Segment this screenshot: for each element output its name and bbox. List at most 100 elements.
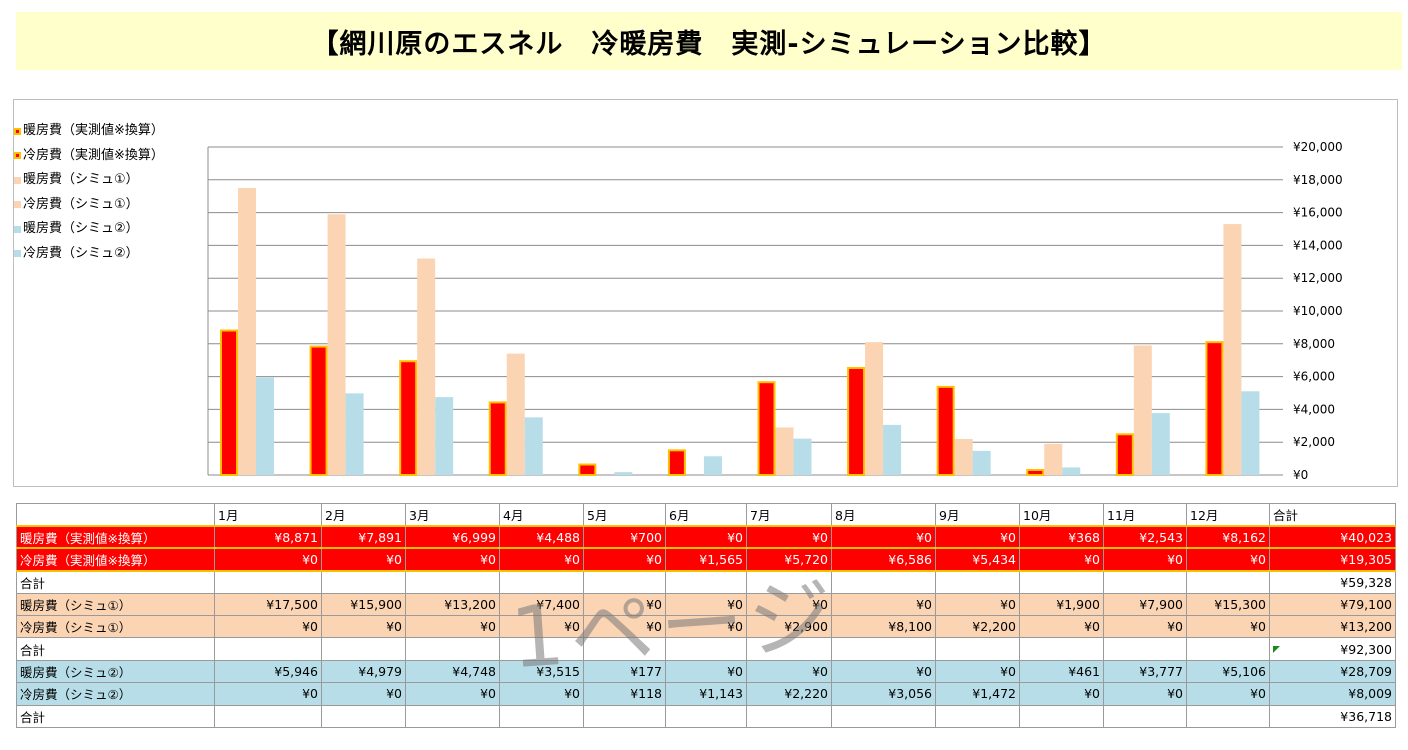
cell-comment-indicator [1273, 646, 1280, 653]
table-cell: ¥0 [746, 524, 832, 550]
table-cell [499, 637, 584, 661]
row-label: 冷房費（実測値※換算） [16, 547, 215, 572]
y-tick-label: ¥12,000 [1293, 271, 1343, 285]
row-label: 合計 [16, 637, 215, 661]
table-cell [1186, 637, 1270, 661]
table-cell: ¥2,900 [746, 614, 832, 639]
table-cell: ¥118 [583, 682, 666, 706]
table-cell: ¥0 [935, 592, 1020, 616]
table-cell: ¥2,200 [935, 614, 1020, 639]
table-header-cell: 11月 [1103, 502, 1187, 527]
table-cell: ¥700 [583, 524, 666, 550]
table-header-cell: 3月 [405, 502, 500, 527]
table-cell: ¥0 [665, 524, 747, 550]
chart-area: ¥0 ¥2,000 ¥4,000 ¥6,000 ¥8,000 ¥10,000 ¥12,000… [13, 99, 1398, 487]
table-cell [214, 637, 322, 661]
table-row: 冷房費（実測値※換算） ¥0 ¥0 ¥0 ¥0 ¥0 ¥1,565 ¥5,720 ¥6,586 ¥… [16, 547, 1396, 572]
table-cell: ¥4,488 [499, 524, 584, 550]
bar-actual [399, 360, 418, 476]
table-cell: ¥5,434 [935, 547, 1020, 572]
y-tick-label: ¥2,000 [1293, 435, 1335, 449]
table-cell: ¥1,565 [665, 547, 747, 572]
y-tick-label: ¥10,000 [1293, 304, 1343, 318]
bar-sim2 [703, 456, 722, 475]
legend-swatch [14, 127, 21, 135]
table-cell: ¥6,586 [831, 547, 936, 572]
table-header-cell: 8月 [831, 502, 936, 527]
table-cell: ¥0 [831, 659, 936, 684]
table-cell: ¥0 [1019, 547, 1104, 572]
table-cell: ¥0 [665, 592, 747, 616]
table-cell: ¥59,328 [1269, 570, 1396, 594]
table-cell [1019, 637, 1104, 661]
table-cell [935, 570, 1020, 594]
table-cell [405, 570, 500, 594]
legend-item: 暖房費（シミュ②） [14, 217, 164, 242]
legend-label: 暖房費（シミュ②） [23, 221, 139, 236]
table-cell [935, 637, 1020, 661]
table-cell: ¥0 [405, 614, 500, 639]
legend-swatch [14, 152, 21, 160]
bar-actual [667, 449, 686, 477]
table-cell [583, 570, 666, 594]
table-header-cell: 9月 [935, 502, 1020, 527]
table-row: 合計 ¥59,328 [16, 570, 1396, 594]
table-cell: ¥461 [1019, 659, 1104, 684]
table-header-cell: 10月 [1019, 502, 1104, 527]
y-tick-label: ¥16,000 [1293, 206, 1343, 220]
table-cell: ¥5,720 [746, 547, 832, 572]
bar-sim1 [327, 214, 346, 475]
row-label: 暖房費（シミュ①） [16, 592, 215, 616]
table-cell: ¥6,999 [405, 524, 500, 550]
legend-item: 冷房費（シミュ①） [14, 193, 164, 218]
bar-sim2 [1151, 413, 1170, 475]
bar-actual [1205, 341, 1224, 476]
table-cell [321, 637, 406, 661]
bar-sim2 [524, 417, 543, 475]
table-cell: ¥177 [583, 659, 666, 684]
table-cell: ¥0 [321, 614, 406, 639]
table-cell: ¥8,871 [214, 524, 322, 550]
table-cell: ¥0 [935, 524, 1020, 550]
page-title: 【網川原のエスネル 冷暖房費 実測-シミュレーション比較】 [311, 28, 1107, 60]
table-cell [405, 637, 500, 661]
table-cell: ¥0 [1103, 547, 1187, 572]
table-cell [665, 704, 747, 728]
table-cell: ¥40,023 [1269, 524, 1396, 550]
legend-swatch [14, 225, 21, 233]
y-tick-label: ¥6,000 [1293, 370, 1335, 384]
table-cell: ¥92,300 [1269, 637, 1396, 661]
chart-legend: 暖房費（実測値※換算） 冷房費（実測値※換算） 暖房費（シミュ①） 冷房費（シミュ①）… [14, 119, 164, 266]
table-cell: ¥28,709 [1269, 659, 1396, 684]
table-cell: ¥79,100 [1269, 592, 1396, 616]
table-cell [1019, 570, 1104, 594]
table-cell: ¥0 [746, 659, 832, 684]
table-cell: ¥19,305 [1269, 547, 1396, 572]
table-header-cell [16, 502, 215, 527]
table-cell [935, 704, 1020, 728]
legend-swatch [14, 250, 21, 258]
table-cell: ¥7,900 [1103, 592, 1187, 616]
bar-sim1 [506, 353, 525, 475]
data-table: 1月 2月 3月 4月 5月 6月 7月 8月 9月 10月 11月 12月 合計 暖房費（実測値※換算）… [16, 502, 1396, 728]
row-label: 冷房費（シミュ①） [16, 614, 215, 639]
table-header-cell: 4月 [499, 502, 584, 527]
bar-sim1 [865, 342, 884, 475]
table-cell: ¥0 [935, 659, 1020, 684]
bar-actual [1026, 468, 1045, 477]
table-cell [746, 637, 832, 661]
table-cell: ¥1,472 [935, 682, 1020, 706]
table-cell: ¥0 [405, 547, 500, 572]
bar-sim2 [345, 393, 364, 475]
bar-sim1 [1223, 224, 1242, 475]
table-cell [746, 704, 832, 728]
table-cell: ¥13,200 [405, 592, 500, 616]
bar-actual [1115, 433, 1134, 476]
table-cell: ¥0 [1186, 547, 1270, 572]
legend-item: 暖房費（実測値※換算） [14, 119, 164, 144]
row-label: 合計 [16, 570, 215, 594]
table-header-cell: 2月 [321, 502, 406, 527]
table-cell: ¥0 [1103, 614, 1187, 639]
y-tick-label: ¥0 [1293, 468, 1308, 482]
table-header-cell: 7月 [746, 502, 832, 527]
